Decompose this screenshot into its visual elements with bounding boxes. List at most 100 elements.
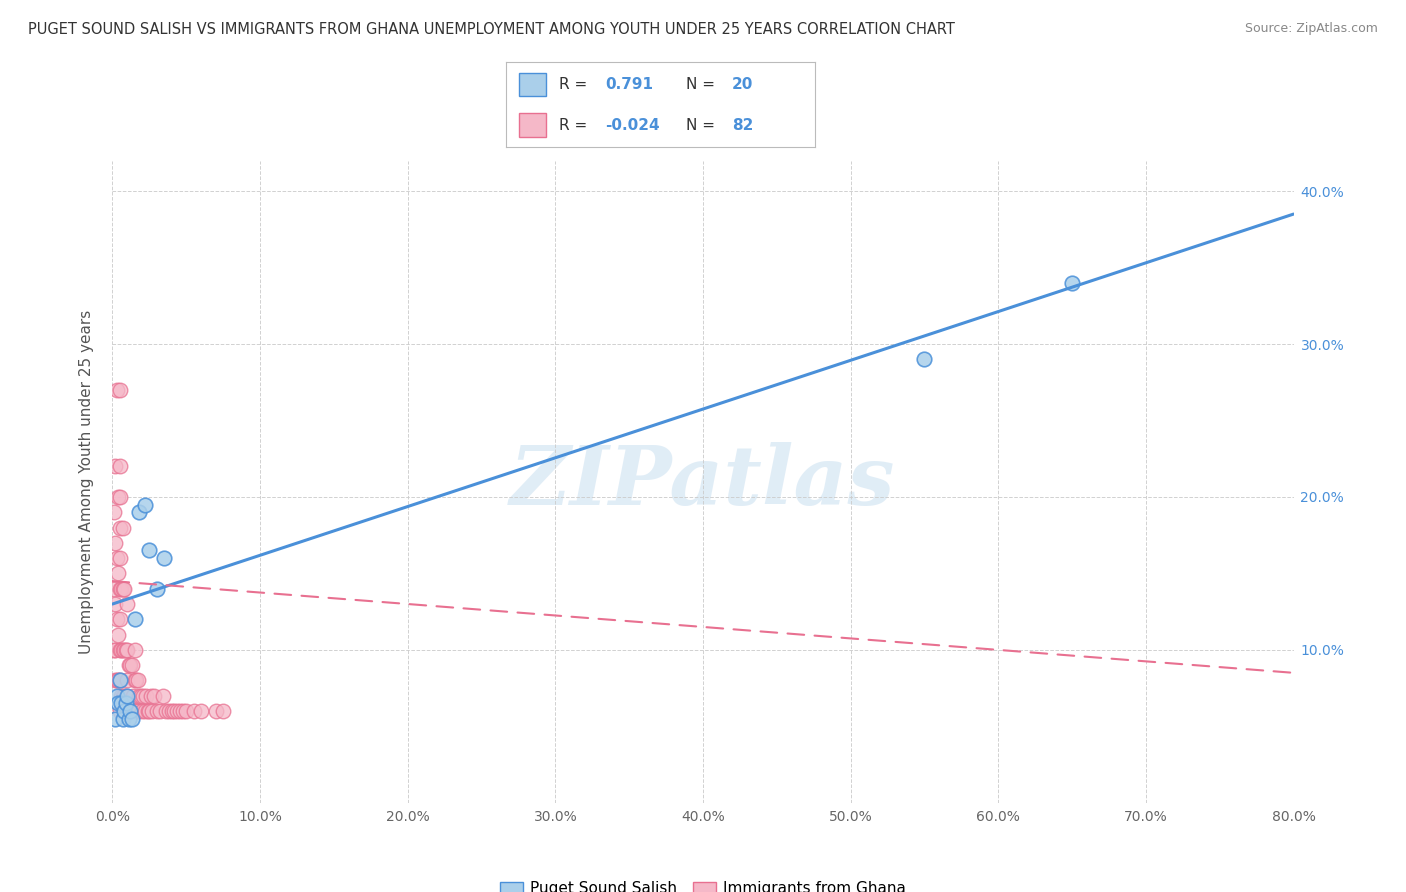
Point	[136, 704, 159, 718]
Point	[108, 582, 131, 596]
Point	[108, 490, 131, 504]
Point	[138, 543, 160, 558]
Point	[110, 643, 132, 657]
Point	[120, 658, 142, 673]
Point	[117, 673, 138, 688]
Point	[127, 673, 149, 688]
Text: ZIPatlas: ZIPatlas	[510, 442, 896, 522]
Point	[104, 597, 127, 611]
Point	[138, 704, 160, 718]
Point	[118, 704, 141, 718]
Text: N =: N =	[686, 118, 714, 133]
Text: -0.024: -0.024	[605, 118, 659, 133]
Point	[124, 643, 146, 657]
Point	[134, 498, 156, 512]
Point	[914, 352, 936, 367]
Point	[122, 689, 145, 703]
Point	[118, 658, 141, 673]
Point	[108, 643, 131, 657]
Point	[141, 704, 163, 718]
Point	[104, 673, 127, 688]
Point	[104, 536, 127, 550]
Point	[108, 551, 131, 566]
Point	[153, 551, 176, 566]
Point	[128, 505, 150, 519]
Point	[166, 704, 188, 718]
Point	[108, 673, 131, 688]
Point	[105, 551, 128, 566]
Point	[169, 704, 191, 718]
Point	[118, 712, 141, 726]
Point	[132, 689, 155, 703]
Point	[112, 643, 135, 657]
Point	[110, 582, 132, 596]
Point	[174, 704, 197, 718]
Bar	[519, 72, 547, 96]
Point	[104, 712, 127, 726]
Point	[105, 689, 128, 703]
Y-axis label: Unemployment Among Youth under 25 years: Unemployment Among Youth under 25 years	[79, 310, 94, 654]
Text: R =: R =	[558, 118, 586, 133]
Point	[160, 704, 183, 718]
Point	[146, 704, 169, 718]
Point	[117, 704, 138, 718]
Point	[117, 597, 138, 611]
Point	[114, 697, 136, 711]
Point	[131, 704, 153, 718]
Point	[111, 643, 134, 657]
Point	[108, 704, 131, 718]
Text: 0.791: 0.791	[605, 77, 654, 92]
Point	[111, 582, 134, 596]
Point	[183, 704, 205, 718]
Point	[112, 704, 135, 718]
Point	[155, 704, 177, 718]
Point	[152, 689, 174, 703]
Point	[212, 704, 235, 718]
Point	[107, 627, 129, 641]
Point	[120, 704, 142, 718]
Point	[108, 520, 131, 534]
Point	[103, 643, 125, 657]
Point	[125, 673, 148, 688]
Point	[149, 704, 172, 718]
Point	[105, 383, 128, 397]
Point	[205, 704, 228, 718]
Point	[127, 704, 149, 718]
Point	[108, 612, 131, 626]
Point	[114, 643, 136, 657]
Point	[111, 689, 134, 703]
Point	[1062, 276, 1084, 290]
Point	[125, 704, 148, 718]
Point	[163, 704, 186, 718]
Point	[105, 673, 128, 688]
Point	[107, 490, 129, 504]
Point	[128, 689, 150, 703]
Point	[146, 582, 169, 596]
Bar	[519, 113, 547, 137]
Text: R =: R =	[558, 77, 586, 92]
Point	[124, 704, 146, 718]
Point	[107, 566, 129, 581]
Point	[157, 704, 180, 718]
Point	[111, 520, 134, 534]
Point	[135, 689, 157, 703]
Point	[107, 673, 129, 688]
Point	[117, 689, 138, 703]
Point	[139, 689, 162, 703]
Point	[142, 689, 165, 703]
Point	[190, 704, 212, 718]
Point	[108, 383, 131, 397]
Point	[121, 712, 143, 726]
Text: 82: 82	[733, 118, 754, 133]
Point	[129, 689, 152, 703]
Point	[103, 582, 125, 596]
Legend: Puget Sound Salish, Immigrants from Ghana: Puget Sound Salish, Immigrants from Ghan…	[494, 875, 912, 892]
Point	[124, 612, 146, 626]
Point	[172, 704, 194, 718]
Point	[110, 697, 132, 711]
Point	[110, 689, 132, 703]
Point	[112, 582, 135, 596]
Text: N =: N =	[686, 77, 714, 92]
Point	[108, 673, 131, 688]
Point	[120, 704, 142, 718]
